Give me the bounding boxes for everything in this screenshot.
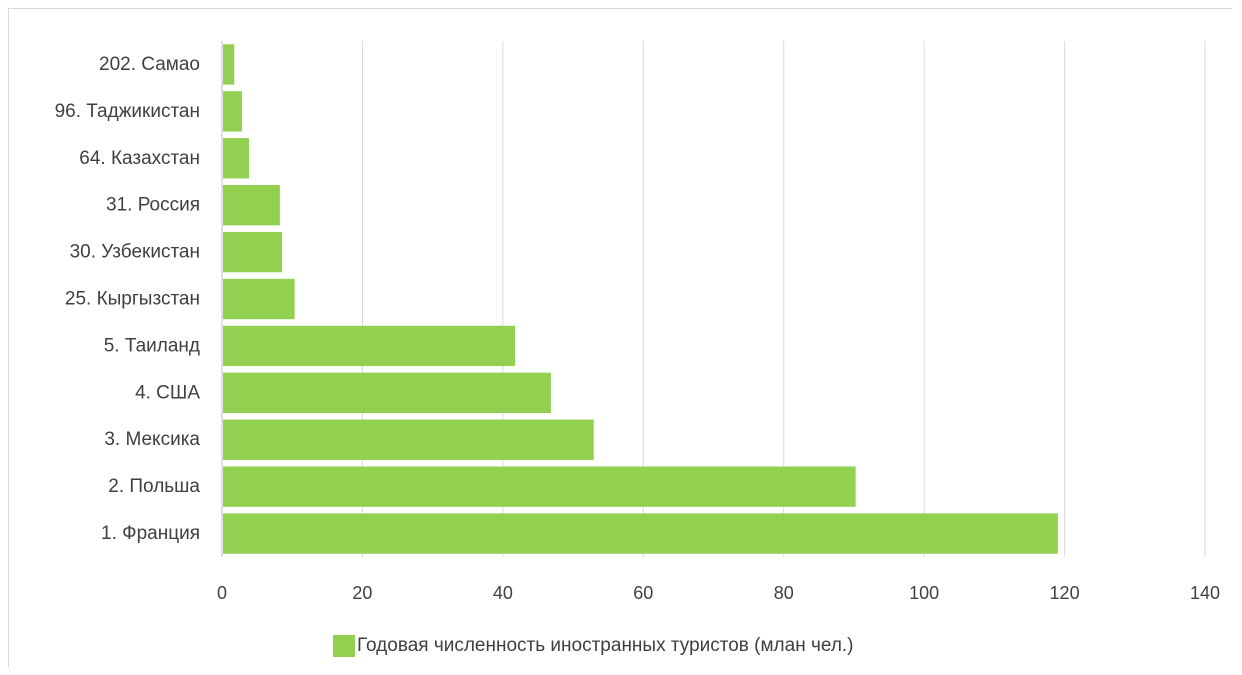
category-label: 96. Таджикистан xyxy=(55,101,200,122)
category-label: 1. Франция xyxy=(101,523,200,544)
bar xyxy=(223,325,516,367)
legend: Годовая численность иностранных туристов… xyxy=(333,633,854,659)
x-tick-label: 40 xyxy=(493,583,513,603)
bar xyxy=(223,419,594,460)
legend-swatch xyxy=(333,635,355,657)
x-tick-label: 80 xyxy=(774,583,794,603)
category-labels: 1. Франция 2. Польша 3. Мексика 4. США 5. Та… xyxy=(55,54,201,544)
category-label: 3. Мексика xyxy=(104,429,200,450)
bar xyxy=(223,138,249,179)
x-tick-label: 140 xyxy=(1190,583,1220,603)
bar xyxy=(223,185,280,226)
legend-label: Годовая численность иностранных туристов… xyxy=(357,635,854,656)
bar xyxy=(223,231,282,273)
bar xyxy=(223,513,1058,554)
x-tick-label: 60 xyxy=(633,583,653,603)
category-label: 4. США xyxy=(135,382,200,403)
category-label: 31. Россия xyxy=(106,195,200,216)
x-tick-labels: 0 20 40 60 80 100 120 140 xyxy=(217,583,1220,603)
x-tick-label: 0 xyxy=(217,583,227,603)
category-label: 64. Казахстан xyxy=(79,148,200,169)
bar xyxy=(223,44,235,85)
bar xyxy=(223,278,295,320)
x-tick-label: 20 xyxy=(352,583,372,603)
category-label: 30. Узбекистан xyxy=(70,242,200,263)
bars xyxy=(223,44,1058,554)
category-label: 202. Самао xyxy=(99,54,200,75)
x-tick-label: 120 xyxy=(1050,583,1080,603)
category-label: 25. Кыргызстан xyxy=(65,289,200,310)
bar xyxy=(223,466,856,507)
category-label: 5. Таиланд xyxy=(104,335,200,356)
bar xyxy=(223,372,551,413)
bar xyxy=(223,91,242,132)
x-tick-label: 100 xyxy=(909,583,939,603)
chart-frame xyxy=(8,8,1232,667)
category-label: 2. Польша xyxy=(108,476,200,497)
